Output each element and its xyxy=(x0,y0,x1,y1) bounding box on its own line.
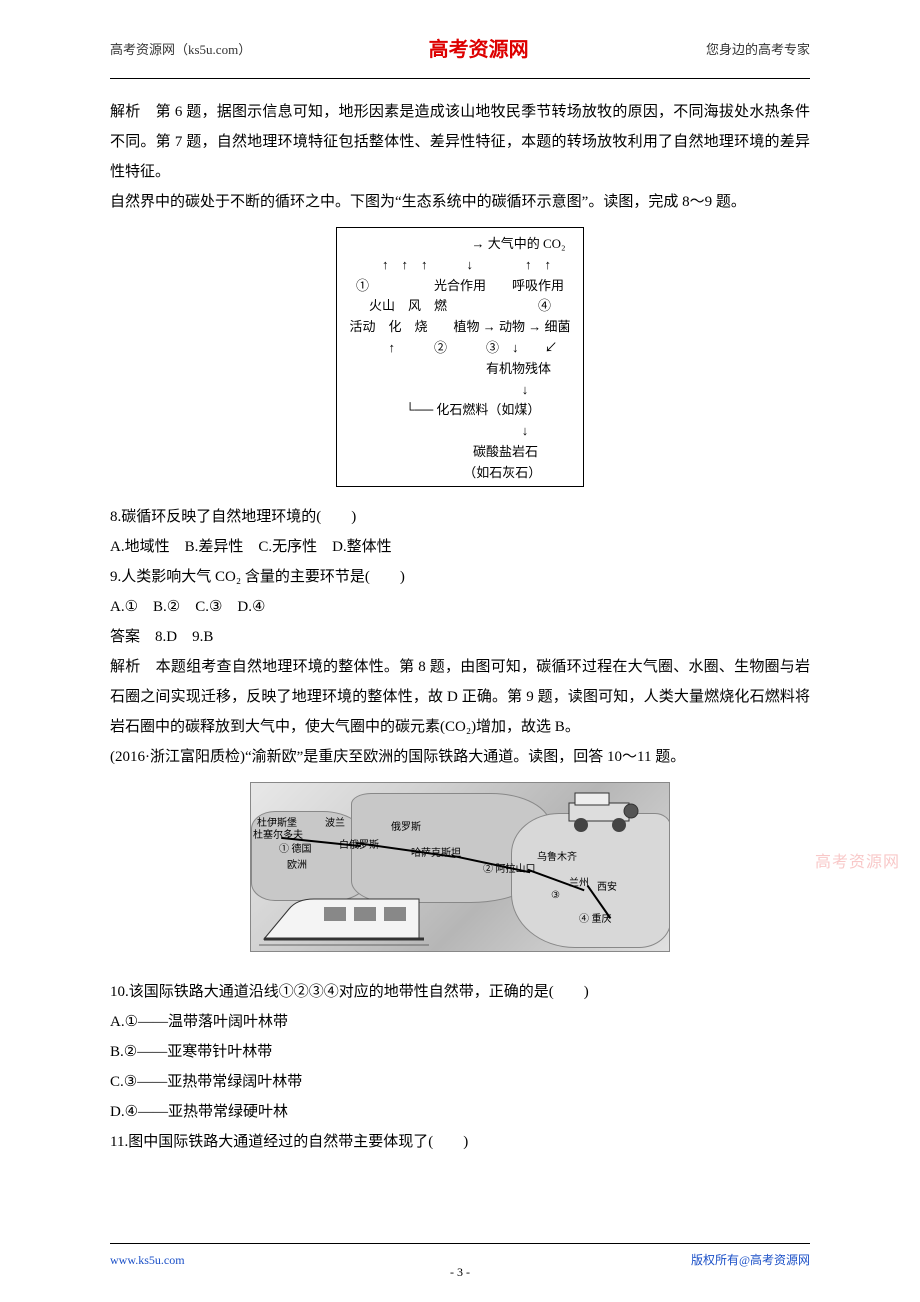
q8-stem: 8.碳循环反映了自然地理环境的( ) xyxy=(110,502,810,532)
diagram-top: 大气中的 CO₂ xyxy=(488,236,566,251)
q11-stem: 11.图中国际铁路大通道经过的自然带主要体现了( ) xyxy=(110,1127,810,1157)
map-watermark: 高考资源网 xyxy=(815,847,900,879)
railway-map: 杜伊斯堡 杜塞尔多夫 波兰 ① 德国 欧洲 白俄罗斯 俄罗斯 哈萨克斯坦 ② 阿… xyxy=(110,782,810,963)
map-label-dusseldorf: 杜塞尔多夫 xyxy=(253,831,303,841)
answer-8-9: 答案 8.D 9.B xyxy=(110,622,810,652)
q9-stem: 9.人类影响大气 CO₂ 含量的主要环节是( ) xyxy=(110,562,810,592)
map-label-alashankou: ② 阿拉山口 xyxy=(483,865,536,875)
header-center-logo: 高考资源网 xyxy=(429,30,529,70)
map-label-num3: ③ xyxy=(551,891,560,901)
intro-10-11: (2016·浙江富阳质检)“渝新欧”是重庆至欧洲的国际铁路大通道。读图，回答 1… xyxy=(110,742,810,772)
footer-page-number: - 3 - xyxy=(450,1260,470,1284)
q9-options: A.① B.② C.③ D.④ xyxy=(110,592,810,622)
page-footer: www.ks5u.com - 3 - 版权所有@高考资源网 xyxy=(110,1243,810,1272)
footer-url: www.ks5u.com xyxy=(110,1248,185,1272)
analysis-8-9: 解析 本题组考查自然地理环境的整体性。第 8 题，由图可知，碳循环过程在大气圈、… xyxy=(110,652,810,742)
map-label-belarus: 白俄罗斯 xyxy=(339,841,379,851)
footer-copyright: 版权所有@高考资源网 xyxy=(691,1248,810,1272)
train-icon xyxy=(259,889,429,949)
header-left: 高考资源网（ks5u.com） xyxy=(110,37,251,63)
map-label-lanzhou: 兰州 xyxy=(569,879,589,889)
map-label-urumqi: 乌鲁木齐 xyxy=(537,853,577,863)
intro-8-9: 自然界中的碳处于不断的循环之中。下图为“生态系统中的碳循环示意图”。读图，完成 … xyxy=(110,187,810,217)
analysis-6-7: 解析 第 6 题，据图示信息可知，地形因素是造成该山地牧民季节转场放牧的原因，不… xyxy=(110,97,810,187)
q10-optD: D.④——亚热带常绿硬叶林 xyxy=(110,1097,810,1127)
q10-optA: A.①——温带落叶阔叶林带 xyxy=(110,1007,810,1037)
map-label-xian: 西安 xyxy=(597,883,617,893)
page-header: 高考资源网（ks5u.com） 高考资源网 您身边的高考专家 xyxy=(110,0,810,79)
map-label-poland: 波兰 xyxy=(325,819,345,829)
map-label-chongqing: ④ 重庆 xyxy=(579,915,612,925)
carbon-cycle-diagram: → 大气中的 CO₂ ↑ ↑ ↑ ↓ ↑ ↑ ① 光合作用 呼吸作用 火山 风 … xyxy=(110,227,810,488)
q10-optC: C.③——亚热带常绿阔叶林带 xyxy=(110,1067,810,1097)
map-label-duisburg: 杜伊斯堡 xyxy=(257,819,297,829)
jeep-icon xyxy=(561,789,641,833)
map-label-europe: 欧洲 xyxy=(287,861,307,871)
header-right: 您身边的高考专家 xyxy=(706,37,810,63)
q10-optB: B.②——亚寒带针叶林带 xyxy=(110,1037,810,1067)
map-label-germany: ① 德国 xyxy=(279,845,312,855)
content-body: 解析 第 6 题，据图示信息可知，地形因素是造成该山地牧民季节转场放牧的原因，不… xyxy=(0,97,920,1157)
map-label-russia: 俄罗斯 xyxy=(391,823,421,833)
q10-stem: 10.该国际铁路大通道沿线①②③④对应的地带性自然带，正确的是( ) xyxy=(110,977,810,1007)
q8-options: A.地域性 B.差异性 C.无序性 D.整体性 xyxy=(110,532,810,562)
map-label-kazakhstan: 哈萨克斯坦 xyxy=(411,849,461,859)
